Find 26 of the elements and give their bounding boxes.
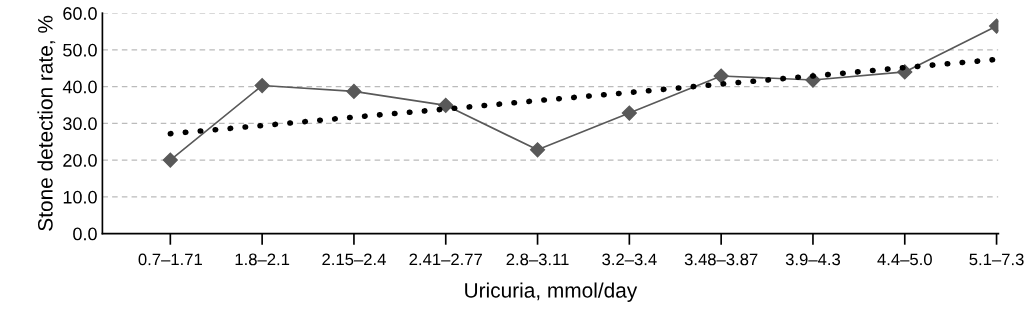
y-axis-title: Stone detection rate, %: [37, 15, 56, 231]
x-tick-label: 0.7–1.71: [138, 253, 202, 266]
y-tick-label: 20.0: [63, 154, 97, 167]
x-tick-label: 5.1–7.3: [969, 253, 1024, 266]
x-tick-label: 3.9–4.3: [785, 253, 841, 266]
x-tick-label: 2.15–2.4: [322, 253, 386, 266]
point: [438, 97, 454, 113]
point: [346, 83, 362, 99]
point: [621, 105, 637, 121]
y-tick-label: 30.0: [63, 117, 97, 131]
y-tick-label: 60.0: [63, 7, 97, 20]
y-tick-label: 10.0: [63, 190, 97, 204]
x-axis-title: Uricuria, mmol/day: [465, 282, 638, 302]
x-tick-label: 2.8–3.11: [506, 253, 569, 266]
point: [529, 142, 546, 158]
point: [713, 68, 729, 84]
x-tick-label: 1.8–2.1: [235, 253, 290, 266]
point: [162, 152, 178, 168]
y-tick-label: 50.0: [63, 43, 97, 57]
x-tick-label: 3.2–3.4: [602, 253, 657, 266]
x-tick-label: 3.48–3.87: [684, 253, 758, 266]
point: [254, 77, 270, 94]
x-tick-label: 4.4–5.0: [877, 253, 932, 266]
y-tick-label: 40.0: [62, 80, 97, 94]
x-tick-label: 2.41–2.77: [409, 253, 482, 266]
y-tick-label: 0.0: [73, 227, 97, 241]
